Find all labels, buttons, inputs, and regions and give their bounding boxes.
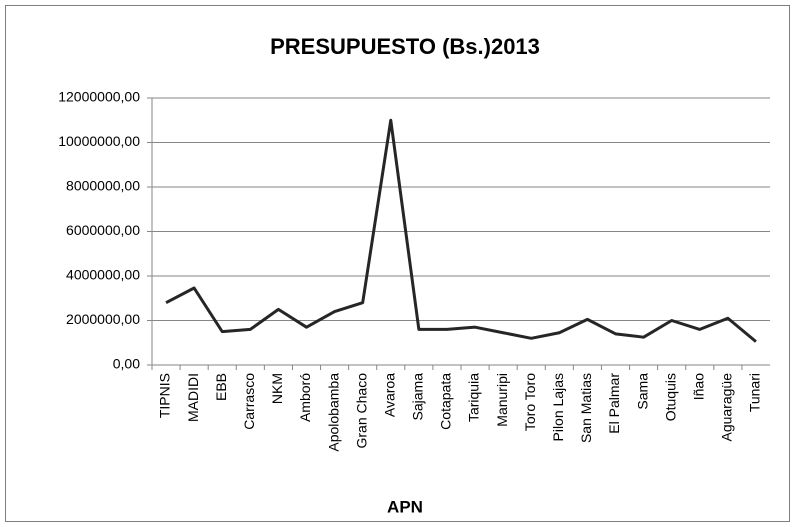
x-tick-label: Sama <box>634 373 650 410</box>
x-tick-label: Gran Chaco <box>353 373 369 449</box>
y-tick-label: 4000000,00 <box>66 267 140 283</box>
x-tick-label: MADIDI <box>185 373 201 422</box>
x-tick-label: Sajama <box>410 373 426 421</box>
x-tick-label: Carrasco <box>241 373 257 430</box>
x-tick-label: Manuripi <box>494 373 510 427</box>
chart-frame <box>5 5 790 522</box>
y-tick-label: 0,00 <box>113 356 140 372</box>
x-tick-label: Amboró <box>297 373 313 422</box>
data-line <box>165 118 757 343</box>
x-tick-label: Tunari <box>747 373 763 412</box>
x-tick-label: Avaroa <box>381 373 397 417</box>
x-tick-label: TIPNIS <box>157 373 173 418</box>
x-tick-label: Pilon Lajas <box>550 373 566 442</box>
x-tick-label: NKM <box>269 373 285 404</box>
y-tick-label: 6000000,00 <box>66 222 140 238</box>
x-tick-label: Aguaragüe <box>719 373 735 442</box>
x-tick-label: EBB <box>213 373 229 401</box>
x-tick-label: Apolobamba <box>325 373 341 452</box>
x-tick-label: Iñao <box>690 373 706 400</box>
x-tick-label: Toro Toro <box>522 373 538 431</box>
x-tick-label: El Palmar <box>606 373 622 434</box>
chart-title: PRESUPUESTO (Bs.)2013 <box>270 34 540 59</box>
x-tick-label: Otuquis <box>662 373 678 421</box>
x-tick-label: Cotapata <box>438 373 454 430</box>
x-tick-label: San Matias <box>578 373 594 443</box>
y-tick-label: 12000000,00 <box>58 89 140 105</box>
y-tick-label: 10000000,00 <box>58 133 140 149</box>
x-tick-label: Tariquia <box>466 373 482 422</box>
y-tick-label: 8000000,00 <box>66 178 140 194</box>
y-tick-label: 2000000,00 <box>66 311 140 327</box>
x-axis-title: APN <box>387 497 423 516</box>
